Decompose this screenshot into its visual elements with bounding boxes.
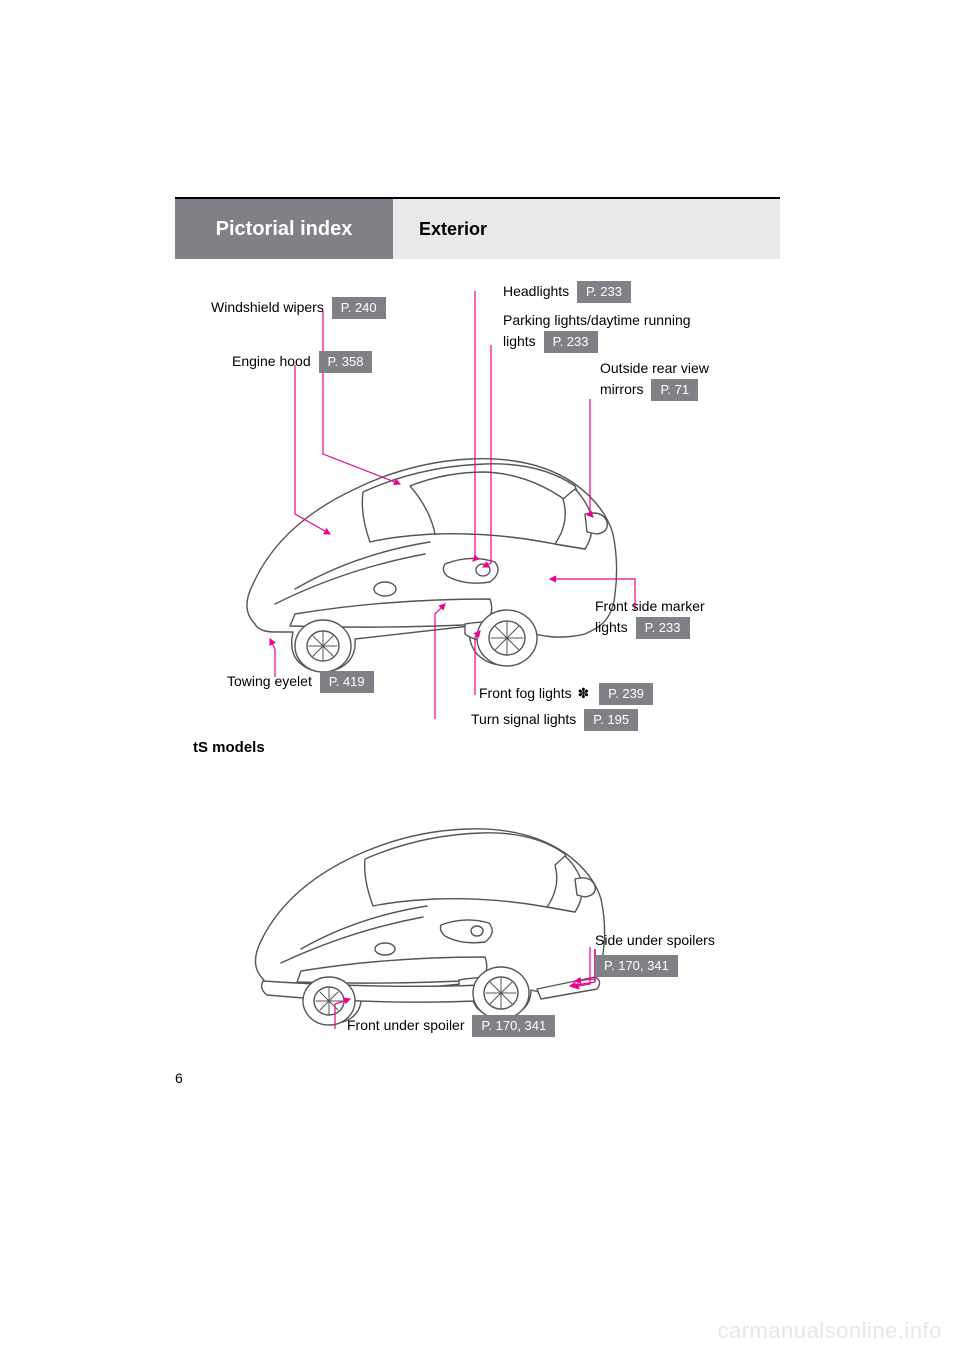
page-frame: Pictorial index Exterior [175,197,780,1057]
label-text: Side under spoilers [595,932,715,948]
header-title-left: Pictorial index [175,199,393,259]
label-text: Front under spoiler [347,1017,465,1033]
label-windshield-wipers: Windshield wipers P. 240 [211,297,386,319]
page-ref: P. 240 [332,297,386,319]
page-ref: P. 233 [636,617,690,639]
label-towing-eyelet: Towing eyelet P. 419 [227,671,374,693]
page-number: 6 [175,1070,183,1086]
label-text2: lights [595,618,628,634]
page-ref: P. 170, 341 [595,955,678,977]
label-text: Towing eyelet [227,673,312,689]
label-front-fog: Front fog lights ✽ P. 239 [479,683,653,705]
car-illustration-2 [245,789,615,1039]
star-icon: ✽ [578,685,590,701]
page-ref: P. 239 [599,683,653,705]
label-text: Headlights [503,283,569,299]
label-text: Windshield wipers [211,299,324,315]
subtitle-ts-models: tS models [193,739,265,756]
page-ref: P. 419 [320,671,374,693]
header-title-right: Exterior [393,199,780,259]
label-text2: lights [503,332,536,348]
label-engine-hood: Engine hood P. 358 [232,351,372,373]
label-text2: mirrors [600,380,644,396]
diagram-area: Windshield wipers P. 240 Engine hood P. … [175,259,780,1059]
label-text: Turn signal lights [471,711,576,727]
car-illustration-1 [235,414,625,694]
label-text: Outside rear view [600,360,709,376]
page-ref: P. 71 [651,379,698,401]
page-ref: P. 233 [544,331,598,353]
page-ref: P. 358 [319,351,373,373]
label-text: Front side marker [595,598,705,614]
label-front-side-marker: Front side marker lights P. 233 [595,597,705,639]
label-outside-mirrors: Outside rear view mirrors P. 71 [600,359,709,401]
label-parking-lights: Parking lights/daytime running lights P.… [503,311,691,353]
page-ref: P. 170, 341 [472,1015,555,1037]
label-turn-signal: Turn signal lights P. 195 [471,709,638,731]
label-text: Engine hood [232,353,311,369]
label-side-under-spoilers: Side under spoilers P. 170, 341 [595,931,715,977]
page-header: Pictorial index Exterior [175,199,780,259]
label-text: Parking lights/daytime running [503,312,691,328]
page-ref: P. 233 [577,281,631,303]
page-ref: P. 195 [584,709,638,731]
label-headlights: Headlights P. 233 [503,281,631,303]
watermark: carmanualsonline.info [717,1318,942,1344]
label-front-under-spoiler: Front under spoiler P. 170, 341 [347,1015,555,1037]
label-text: Front fog lights [479,685,572,701]
